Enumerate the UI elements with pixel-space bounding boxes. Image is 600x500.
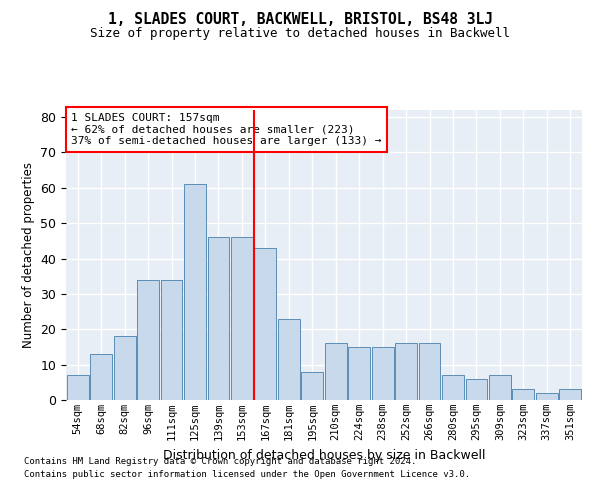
Bar	[325, 344, 347, 400]
Bar	[536, 393, 558, 400]
Bar	[372, 347, 394, 400]
Text: Size of property relative to detached houses in Backwell: Size of property relative to detached ho…	[90, 28, 510, 40]
Bar	[442, 375, 464, 400]
Bar	[395, 344, 417, 400]
Bar	[114, 336, 136, 400]
Bar	[137, 280, 159, 400]
Bar	[208, 238, 229, 400]
Text: 1 SLADES COURT: 157sqm
← 62% of detached houses are smaller (223)
37% of semi-de: 1 SLADES COURT: 157sqm ← 62% of detached…	[71, 113, 382, 146]
Bar	[90, 354, 112, 400]
Text: Contains HM Land Registry data © Crown copyright and database right 2024.: Contains HM Land Registry data © Crown c…	[24, 458, 416, 466]
Bar	[489, 375, 511, 400]
Bar	[67, 375, 89, 400]
Bar	[184, 184, 206, 400]
Bar	[419, 344, 440, 400]
Text: 1, SLADES COURT, BACKWELL, BRISTOL, BS48 3LJ: 1, SLADES COURT, BACKWELL, BRISTOL, BS48…	[107, 12, 493, 28]
Bar	[559, 390, 581, 400]
Y-axis label: Number of detached properties: Number of detached properties	[22, 162, 35, 348]
Bar	[301, 372, 323, 400]
Bar	[512, 390, 534, 400]
Bar	[254, 248, 276, 400]
Bar	[348, 347, 370, 400]
Bar	[231, 238, 253, 400]
Bar	[161, 280, 182, 400]
Bar	[466, 379, 487, 400]
Text: Contains public sector information licensed under the Open Government Licence v3: Contains public sector information licen…	[24, 470, 470, 479]
X-axis label: Distribution of detached houses by size in Backwell: Distribution of detached houses by size …	[163, 448, 485, 462]
Bar	[278, 318, 300, 400]
